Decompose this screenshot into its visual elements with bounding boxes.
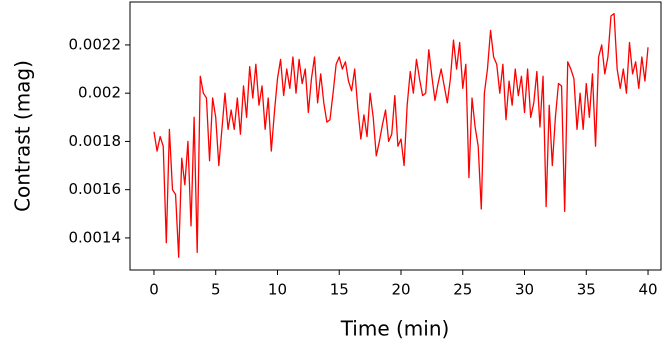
y-tick-label: 0.0018 — [69, 132, 122, 150]
y-tick-label: 0.0022 — [69, 35, 122, 53]
plot-frame — [129, 1, 662, 271]
x-tick-label: 20 — [391, 281, 410, 299]
data-line — [153, 12, 649, 258]
y-tick-label: 0.002 — [78, 84, 121, 102]
x-tick-label: 40 — [638, 281, 657, 299]
x-tick-label: 15 — [330, 281, 349, 299]
x-tick-label: 35 — [577, 281, 596, 299]
x-axis-label: Time (min) — [340, 317, 450, 341]
y-tick-label: 0.0016 — [69, 180, 122, 198]
y-axis-label: Contrast (mag) — [11, 60, 35, 212]
x-tick-label: 30 — [515, 281, 534, 299]
y-tick-label: 0.0014 — [69, 228, 122, 246]
x-tick-label: 10 — [268, 281, 287, 299]
x-tick-label: 0 — [149, 281, 159, 299]
x-tick-label: 25 — [453, 281, 472, 299]
x-tick-label: 5 — [211, 281, 221, 299]
